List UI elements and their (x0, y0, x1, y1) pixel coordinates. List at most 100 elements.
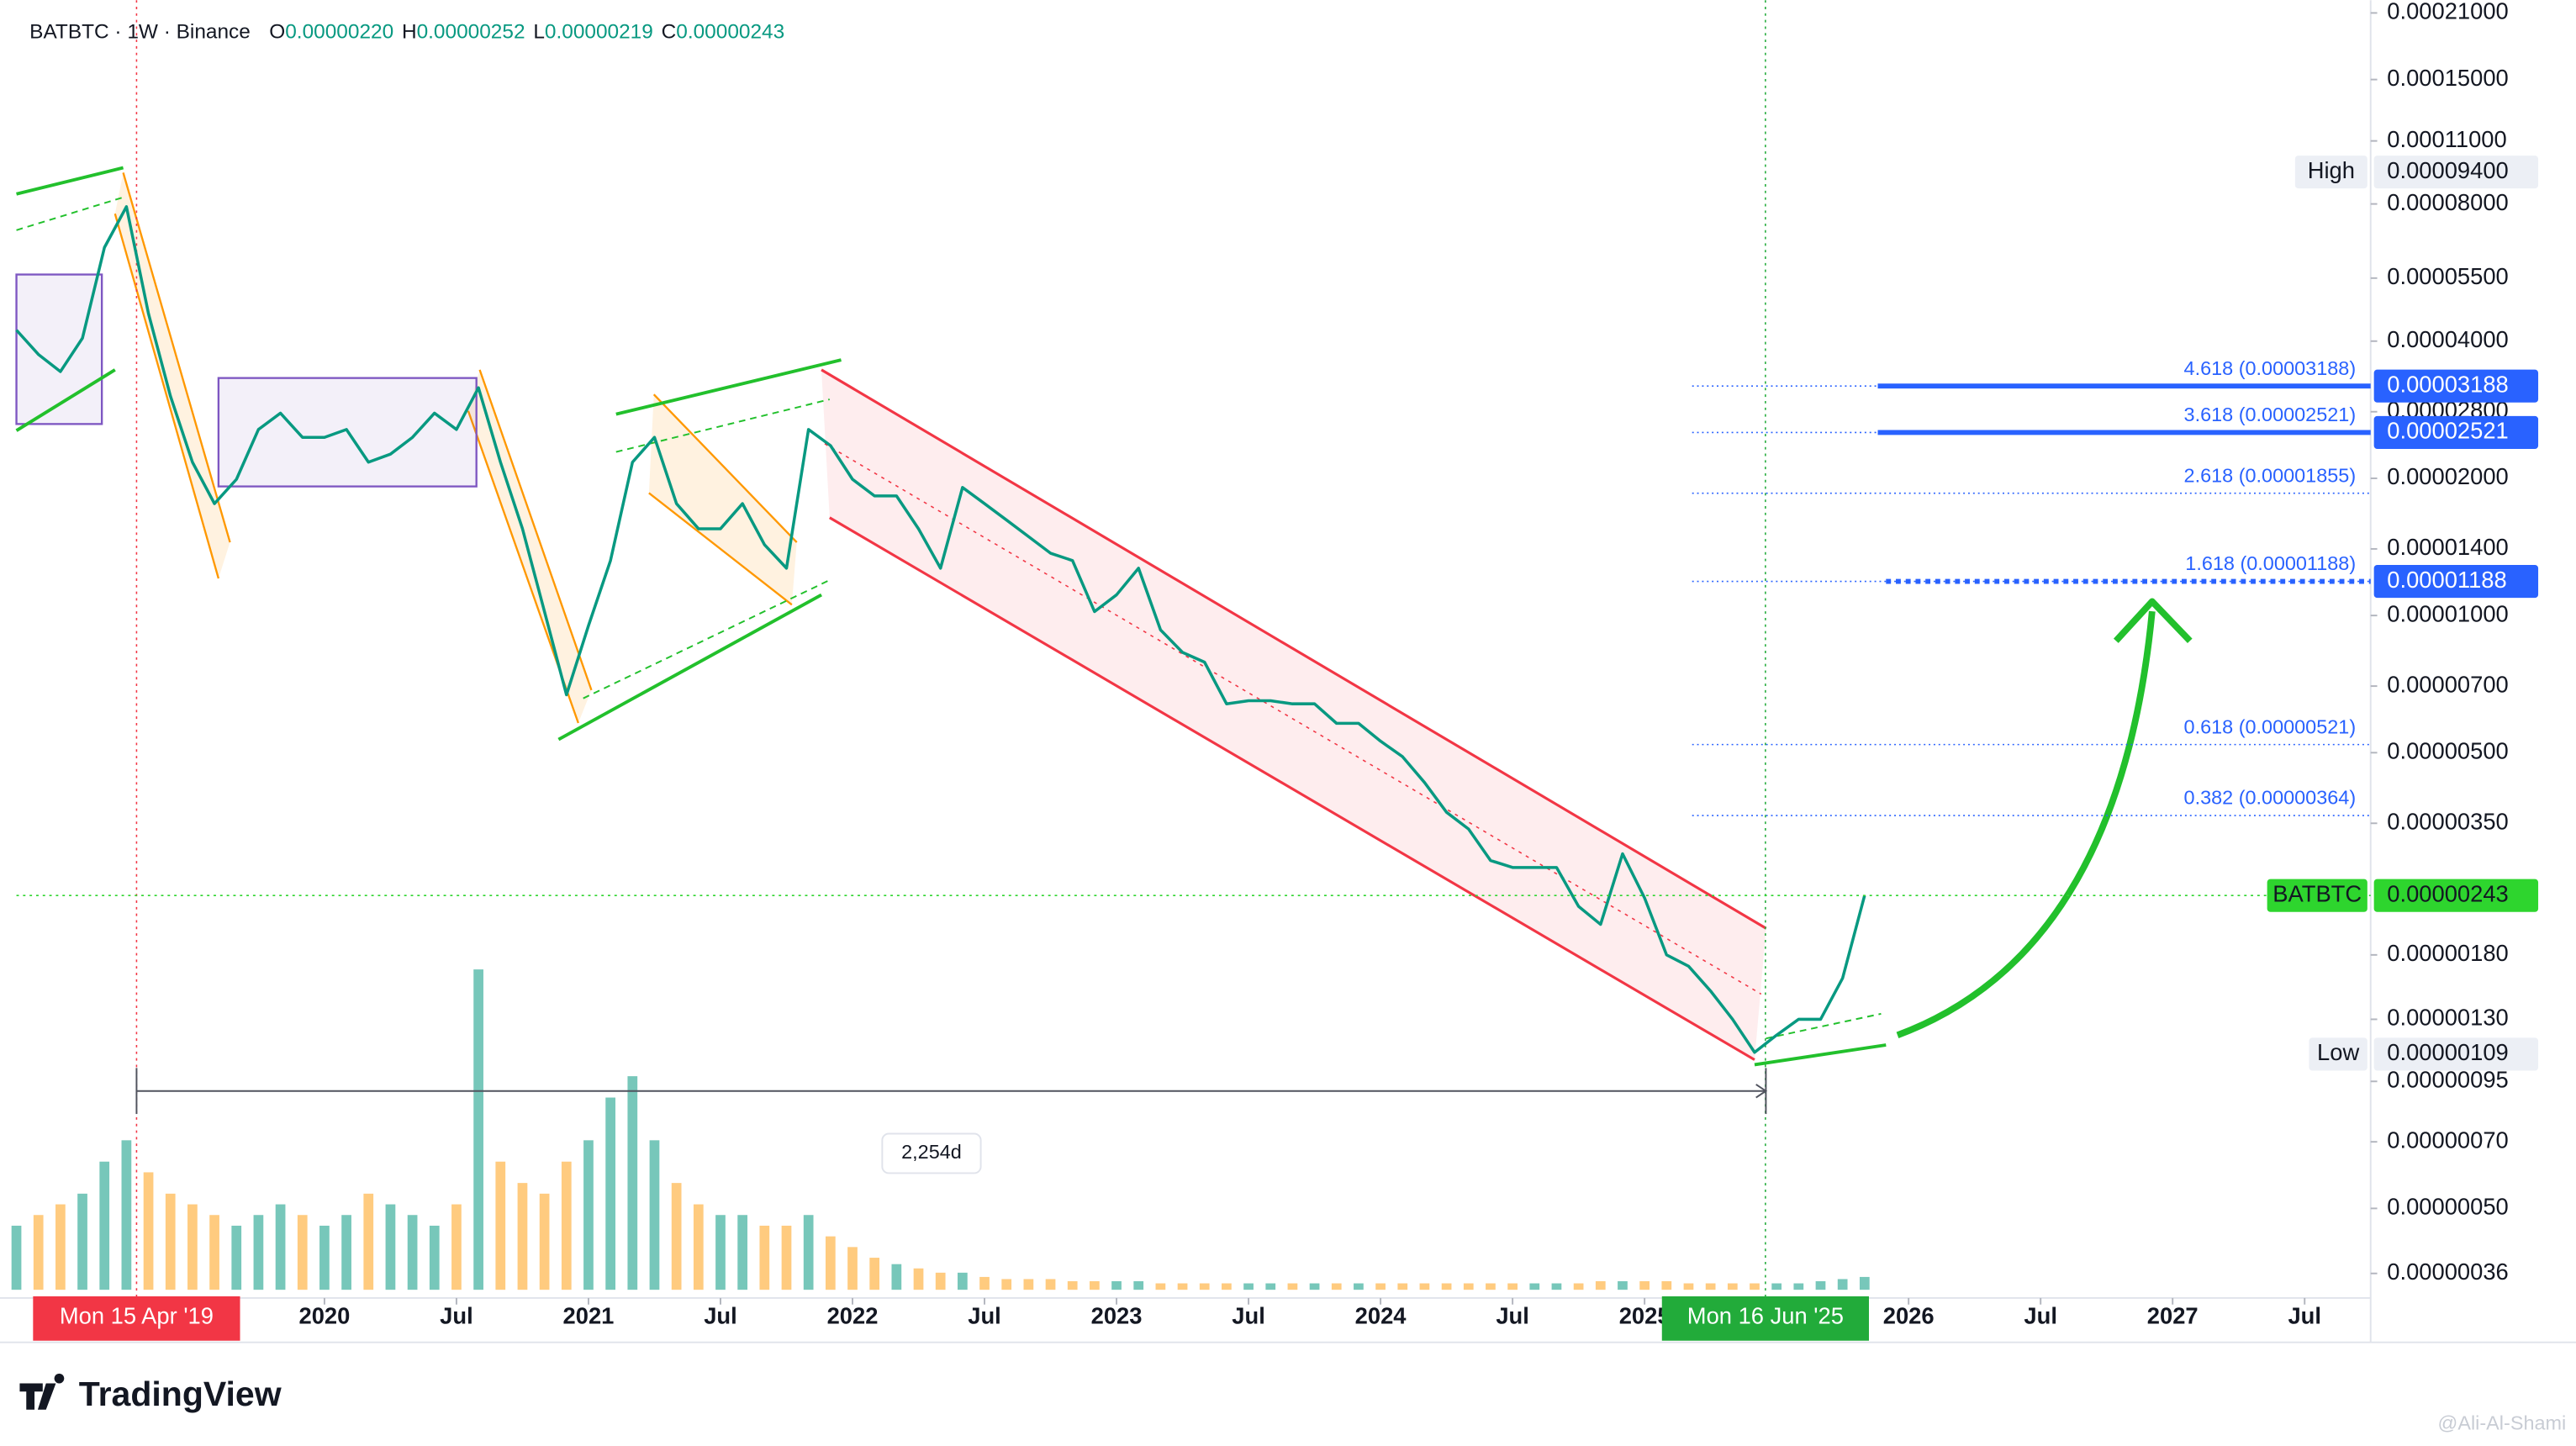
volume-bar (1045, 1279, 1056, 1290)
orange-line (652, 393, 798, 543)
volume-bar (1529, 1283, 1540, 1290)
volume-bar (1859, 1276, 1870, 1290)
trend-line (16, 166, 124, 196)
volume-bar (1375, 1283, 1386, 1290)
volume-bar (1815, 1280, 1826, 1290)
x-tick-label: 2022 (827, 1303, 879, 1329)
volume-bar (1023, 1279, 1034, 1290)
y-tick-label: 0.00001400 (2387, 534, 2508, 560)
volume-bar (1331, 1283, 1342, 1290)
marker-value-box (2373, 1037, 2539, 1071)
x-tick-label: Jul (2024, 1303, 2057, 1329)
volume-bar (627, 1076, 638, 1290)
y-tick-label: 0.00001000 (2387, 600, 2508, 626)
volume-bar (187, 1204, 198, 1290)
volume-bar (847, 1247, 858, 1290)
x-tick-label: Jul (968, 1303, 1001, 1329)
trend-line (615, 398, 831, 453)
ohlc-value: 0.00000252 (417, 21, 525, 44)
volume-bar (99, 1161, 110, 1290)
date-marker-box (1661, 1296, 1869, 1341)
y-tick-label: 0.00000350 (2387, 809, 2508, 835)
volume-bar (1837, 1279, 1848, 1290)
trend-line (583, 579, 831, 699)
y-tick-label: 0.00000050 (2387, 1194, 2508, 1220)
watermark: @Ali-Al-Shami (2438, 1412, 2567, 1434)
channel-fill (821, 369, 1766, 1060)
fib-price-box (2373, 369, 2539, 403)
volume-bar (803, 1215, 814, 1290)
y-tick-label: 0.00005500 (2387, 263, 2508, 289)
volume-bar (1155, 1283, 1166, 1290)
date-marker-label: Mon 16 Jun '25 (1687, 1303, 1844, 1329)
volume-bar (1486, 1283, 1496, 1290)
projection-arrow (1896, 610, 2156, 1038)
orange-line (648, 492, 793, 606)
measure-label: 2,254d (901, 1141, 962, 1163)
volume-bar (869, 1258, 880, 1290)
ohlc-key: L (533, 21, 545, 44)
trend-line (15, 368, 116, 432)
volume-bar (143, 1172, 154, 1290)
volume-bar (583, 1140, 594, 1290)
volume-bar (55, 1204, 66, 1290)
volume-bar (495, 1161, 506, 1290)
volume-bar (1287, 1283, 1298, 1290)
volume-bar (1177, 1283, 1188, 1290)
volume-bar (1793, 1283, 1804, 1290)
orange-line (113, 213, 220, 579)
volume-bar (649, 1140, 660, 1290)
arrow-head (2113, 598, 2193, 643)
trend-line (1766, 1012, 1882, 1040)
y-tick-label: 0.00004000 (2387, 326, 2508, 352)
ohlc-key: C (662, 21, 677, 44)
x-tick-label: 2026 (1883, 1303, 1935, 1329)
fib-price-label: 0.00001188 (2387, 567, 2506, 593)
fib-price-label: 0.00003188 (2387, 371, 2508, 397)
volume-bar (297, 1215, 308, 1290)
x-tick-label: Jul (440, 1303, 473, 1329)
volume-bar (341, 1215, 351, 1290)
marker-name: High (2308, 157, 2355, 183)
fib-label: 0.382 (0.00000364) (2184, 787, 2357, 809)
x-tick-label: 2021 (563, 1303, 615, 1329)
fib-label: 1.618 (0.00001188) (2185, 552, 2356, 574)
volume-bar (979, 1276, 990, 1290)
fib-price-box (2373, 415, 2539, 449)
volume-bar (275, 1204, 286, 1290)
drawings (15, 166, 2193, 1067)
y-tick-label: 0.00000130 (2387, 1005, 2508, 1031)
volume-bar (1771, 1283, 1782, 1290)
marker-value-box (2373, 156, 2539, 189)
ohlc-value: 0.00000220 (285, 21, 393, 44)
x-tick-label: 2025 (1619, 1303, 1671, 1329)
volume-bar (891, 1264, 902, 1290)
date-marker-label: Mon 15 Apr '19 (60, 1303, 214, 1329)
volume-bar (1222, 1283, 1232, 1290)
brand-logo (19, 1373, 65, 1410)
volume-bar (385, 1204, 396, 1290)
volume-bar (1727, 1283, 1738, 1290)
volume-bar (1750, 1283, 1760, 1290)
trend-line (615, 358, 842, 416)
volume-bar (1133, 1280, 1144, 1290)
date-marker-box (33, 1296, 240, 1341)
volume-bar (33, 1215, 44, 1290)
y-tick-label: 0.00000036 (2387, 1259, 2508, 1285)
volume-bar (1419, 1283, 1430, 1290)
symbol: BATBTC · 1W · Binance (29, 21, 251, 44)
volume-bar (231, 1225, 242, 1290)
symbol-header: BATBTC · 1W · Binance O0.00000220 H0.0000… (29, 21, 784, 44)
fib-label: 0.618 (0.00000521) (2184, 715, 2357, 737)
x-tick-label: Jul (1232, 1303, 1265, 1329)
volume-bar (209, 1215, 219, 1290)
volume-bar (1111, 1280, 1122, 1290)
volume-bar (715, 1215, 726, 1290)
orange-channel (648, 394, 797, 605)
volume-bar (671, 1183, 682, 1290)
volume-bar (11, 1225, 22, 1290)
volume-bar (1309, 1283, 1320, 1290)
x-tick-label: 2020 (299, 1303, 351, 1329)
